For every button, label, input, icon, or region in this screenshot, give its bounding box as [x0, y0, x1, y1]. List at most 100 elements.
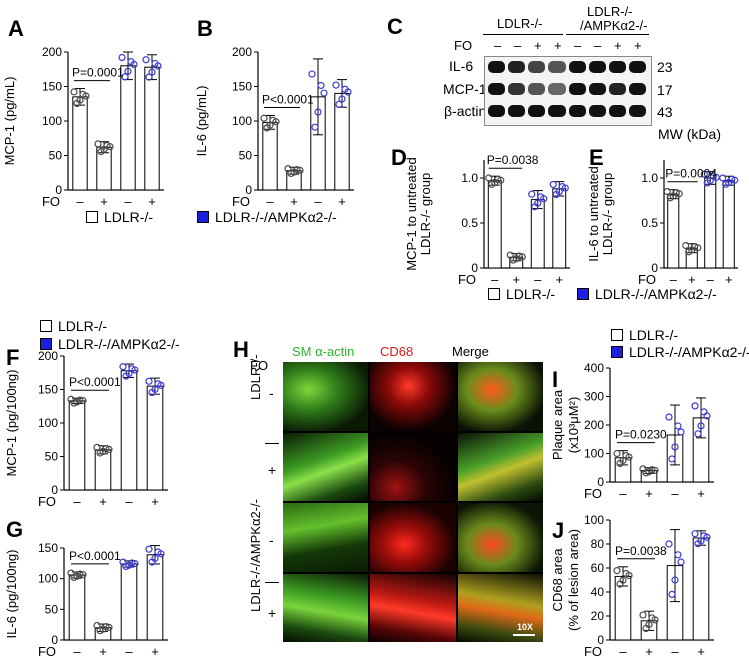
blot-fo-label: FO — [454, 38, 473, 53]
data-point — [154, 380, 162, 388]
data-point — [119, 363, 127, 371]
legend-f-ldlr-text: LDLR-/- — [58, 318, 108, 334]
blot-band-row-mcp1 — [488, 83, 646, 95]
h-sign-1: - — [269, 385, 274, 401]
y-axis-label: IL-6 to untreated — [586, 166, 601, 261]
data-point — [96, 449, 104, 457]
band — [608, 61, 626, 73]
data-point — [154, 548, 162, 556]
y-tick-label: 0 — [651, 261, 658, 275]
data-point — [616, 459, 624, 468]
data-point — [97, 148, 105, 156]
data-point — [703, 179, 711, 187]
microscopy-grid: 10X — [283, 362, 543, 642]
data-point — [677, 428, 685, 436]
y-axis-label: LDLR-/- group — [600, 173, 615, 255]
data-point — [700, 532, 708, 540]
y-tick-label: 300 — [584, 390, 604, 404]
data-point — [145, 545, 153, 553]
data-point — [260, 114, 268, 122]
blot-fo-sign: + — [614, 38, 622, 53]
h-row-label-ampk: LDLR-/-/AMPKα2-/- — [248, 499, 263, 612]
legend-blue-square — [611, 346, 623, 358]
fo-sign: + — [512, 272, 520, 287]
data-point — [131, 560, 139, 568]
fo-sign: + — [99, 644, 107, 659]
fo-sign: + — [100, 194, 108, 209]
blot-band-row-il6 — [488, 61, 646, 73]
y-tick-label: 0.5 — [641, 216, 658, 230]
fo-sign: – — [707, 272, 715, 287]
data-point — [102, 623, 110, 631]
y-tick-label: 0 — [51, 483, 58, 497]
band — [588, 83, 606, 95]
data-point — [122, 372, 130, 380]
blot-mw-label: MW (kDa) — [658, 126, 721, 142]
h-fo-label: FO — [250, 358, 269, 373]
data-point — [691, 243, 699, 251]
fo-sign: + — [725, 272, 733, 287]
fo-label: FO — [38, 644, 56, 659]
data-point — [665, 540, 673, 548]
data-point — [317, 81, 325, 90]
data-point — [70, 88, 78, 96]
fo-sign: + — [151, 494, 159, 509]
fo-sign: – — [619, 644, 627, 659]
data-point — [73, 99, 81, 108]
data-point — [128, 559, 136, 567]
data-point — [731, 176, 739, 184]
legend-f-ldlr: LDLR-/- — [40, 318, 107, 334]
data-point — [668, 455, 676, 463]
micrograph-merge: 10X — [457, 573, 543, 642]
band — [508, 61, 526, 73]
panel-label-c: C — [387, 14, 403, 39]
legend-ab-ldlr: LDLR-/- — [86, 209, 153, 225]
data-point — [700, 408, 708, 416]
data-point — [70, 399, 78, 407]
fo-sign: + — [338, 194, 346, 209]
data-point — [118, 53, 126, 62]
data-point — [648, 614, 656, 622]
legend-f-ampk-text: LDLR-/-/AMPKα2-/- — [58, 336, 180, 352]
fo-sign: + — [645, 486, 653, 501]
fo-sign: + — [148, 194, 156, 209]
fo-sign: + — [697, 486, 705, 501]
micrograph-cd68 — [370, 432, 456, 501]
data-point — [666, 194, 674, 202]
band — [608, 83, 626, 95]
data-point — [488, 180, 496, 188]
y-tick-label: 50 — [45, 602, 59, 616]
blot-fo-sign: + — [534, 38, 542, 53]
y-tick-label: 0 — [597, 475, 604, 489]
data-point — [148, 558, 156, 566]
y-axis-label: (% of lesion area) — [566, 529, 581, 631]
data-point — [515, 252, 523, 260]
y-tick-label: 60 — [591, 561, 605, 575]
fo-sign: – — [314, 194, 322, 209]
data-point — [728, 175, 736, 183]
panel-label-g: G — [6, 517, 24, 542]
panel-label-b: B — [197, 16, 213, 41]
data-point — [694, 430, 702, 438]
y-axis-label: MCP-1 (pg/100ng) — [4, 370, 19, 477]
data-point — [677, 558, 685, 566]
p-value: P<0.0001 — [69, 549, 121, 563]
fo-sign: + — [645, 644, 653, 659]
data-point — [332, 81, 340, 89]
legend-i-ampk-text: LDLR-/-/AMPKα2-/- — [629, 344, 749, 360]
band — [528, 105, 546, 117]
y-axis-label: MCP-1 to untreated — [404, 157, 419, 270]
data-point — [616, 580, 624, 588]
y-tick-label: 50 — [239, 149, 253, 163]
data-point — [308, 70, 316, 78]
fo-sign: – — [266, 194, 274, 209]
micrograph-sm-actin — [283, 503, 369, 572]
legend-f-ampk: LDLR-/-/AMPKα2-/- — [40, 336, 180, 352]
data-point — [76, 570, 84, 578]
data-point — [719, 174, 727, 182]
fo-sign: – — [670, 272, 678, 287]
y-tick-label: 200 — [584, 418, 604, 432]
band — [588, 61, 606, 73]
